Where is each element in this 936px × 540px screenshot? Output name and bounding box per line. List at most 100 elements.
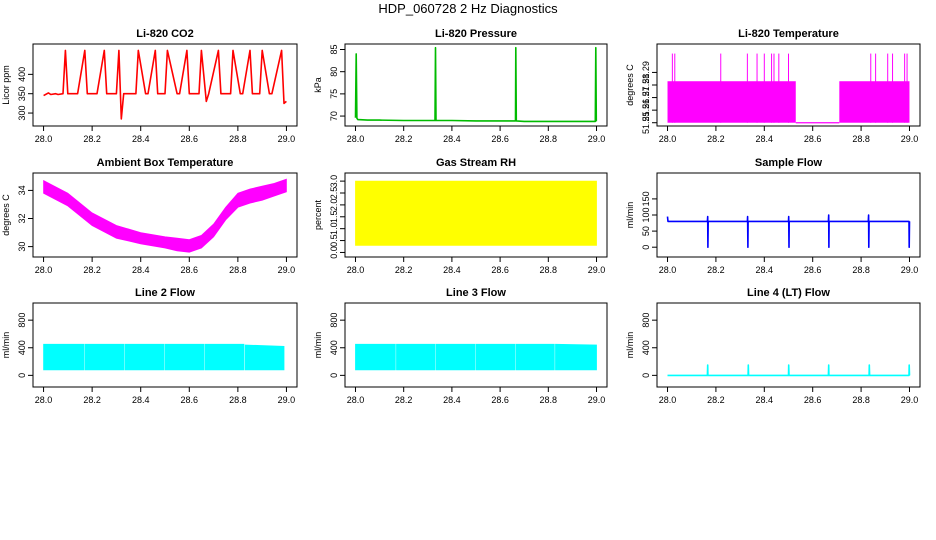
data-band-series-1 xyxy=(355,180,597,246)
panel-2: Li-820 Pressure kPa 28.0 28.2 28.4 28.6 28.8 29… xyxy=(313,28,608,144)
panel-title: Li-820 Temperature xyxy=(738,28,839,40)
x-tick-label: 28.4 xyxy=(132,395,150,405)
x-tick-label: 29.0 xyxy=(278,134,296,144)
data-band-series-1 xyxy=(43,343,84,371)
x-tick-label: 28.6 xyxy=(804,134,822,144)
plot-frame xyxy=(344,172,608,258)
y-axis-label: degrees C xyxy=(1,194,11,236)
x-tick-label: 28.6 xyxy=(804,395,822,405)
y-tick-label: 300 xyxy=(17,106,27,121)
plot-frame xyxy=(656,302,921,388)
panel-7: Line 2 Flow ml/min 28.0 28.2 28.4 28.6 28.8 29.… xyxy=(1,287,298,405)
y-tick-label: 0.0 xyxy=(329,246,339,259)
data-line-series-1 xyxy=(667,364,911,377)
y-tick-label: 0 xyxy=(641,373,651,378)
figure-title: HDP_060728 2 Hz Diagnostics xyxy=(378,1,558,16)
data-band-series-2 xyxy=(84,343,125,371)
y-axis-label: ml/min xyxy=(313,332,323,359)
x-tick-label: 28.4 xyxy=(132,134,150,144)
x-tick-label: 28.0 xyxy=(35,134,53,144)
x-tick-label: 29.0 xyxy=(901,265,919,275)
y-tick-label: 400 xyxy=(329,340,339,355)
y-tick-label: 0 xyxy=(17,373,27,378)
x-tick-label: 28.4 xyxy=(132,265,150,275)
x-tick-label: 28.8 xyxy=(540,395,558,405)
panel-1: Li-820 CO2 Licor ppm 28.0 28.2 28.4 28.6 28.8 2… xyxy=(1,28,298,144)
x-tick-label: 28.4 xyxy=(756,134,774,144)
x-tick-label: 28.6 xyxy=(804,265,822,275)
y-tick-label: 2.5 xyxy=(329,187,339,200)
y-axis-label: ml/min xyxy=(625,332,635,359)
panel-5: Gas Stream RH percent 28.0 28.2 28.4 28.6 28.8… xyxy=(313,157,608,275)
x-tick-label: 29.0 xyxy=(278,265,296,275)
x-tick-label: 29.0 xyxy=(588,395,606,405)
x-tick-label: 28.8 xyxy=(540,265,558,275)
data-line-series-1 xyxy=(43,49,287,120)
y-tick-label: 800 xyxy=(329,313,339,328)
x-tick-label: 28.4 xyxy=(443,265,461,275)
y-tick-label: 800 xyxy=(17,313,27,328)
y-tick-label: 400 xyxy=(641,340,651,355)
x-tick-label: 28.4 xyxy=(443,134,461,144)
y-tick-label: 0 xyxy=(641,245,651,250)
y-tick-label: 85 xyxy=(329,44,339,54)
y-tick-label: 0.5 xyxy=(329,234,339,247)
data-layer xyxy=(43,178,287,253)
y-axis-label: degrees C xyxy=(625,64,635,106)
data-band-series-1 xyxy=(43,178,287,253)
x-tick-label: 28.0 xyxy=(659,265,677,275)
y-tick-label: 1.5 xyxy=(329,211,339,224)
x-tick-label: 28.2 xyxy=(83,134,101,144)
y-tick-label: 80 xyxy=(329,67,339,77)
data-band-series-3 xyxy=(435,343,476,371)
panel-4: Ambient Box Temperature degrees C 28.0 28.2… xyxy=(1,157,298,275)
x-tick-label: 28.2 xyxy=(395,265,413,275)
data-band-series-5 xyxy=(515,343,555,371)
x-tick-label: 28.2 xyxy=(83,395,101,405)
x-tick-label: 28.0 xyxy=(659,395,677,405)
y-tick-label: 2.0 xyxy=(329,199,339,212)
x-tick-label: 28.0 xyxy=(35,395,53,405)
x-tick-label: 28.8 xyxy=(852,395,870,405)
panel-9: Line 4 (LT) Flow ml/min 28.0 28.2 28.4 28.6 28… xyxy=(625,287,921,405)
y-tick-label: 3.0 xyxy=(329,175,339,188)
x-tick-label: 28.6 xyxy=(491,134,509,144)
y-tick-label: 100 xyxy=(641,207,651,222)
y-tick-label: 32 xyxy=(17,214,27,224)
data-band-series-4 xyxy=(475,343,515,371)
panel-6: Sample Flow ml/min 28.0 28.2 28.4 28.6 28.8 29.… xyxy=(625,157,921,275)
y-tick-label: 34 xyxy=(17,185,27,195)
data-layer xyxy=(667,364,911,377)
y-tick-label: 51.26 xyxy=(641,99,651,122)
x-tick-label: 28.8 xyxy=(229,134,247,144)
x-tick-label: 28.2 xyxy=(707,134,725,144)
data-band-series-1 xyxy=(355,343,396,371)
y-tick-label: 30 xyxy=(17,242,27,252)
panel-8: Line 3 Flow ml/min 28.0 28.2 28.4 28.6 28.8 29.… xyxy=(313,287,608,405)
x-tick-label: 29.0 xyxy=(588,265,606,275)
x-tick-label: 28.0 xyxy=(659,134,677,144)
plot-frame xyxy=(32,302,298,388)
plot-frame xyxy=(32,43,298,127)
y-tick-label: 75 xyxy=(329,89,339,99)
data-layer xyxy=(355,180,597,246)
x-tick-label: 28.2 xyxy=(395,395,413,405)
x-tick-label: 28.8 xyxy=(852,265,870,275)
panel-title: Li-820 CO2 xyxy=(136,28,193,40)
data-layer xyxy=(43,343,285,371)
y-axis-label: kPa xyxy=(313,77,323,93)
panel-title: Ambient Box Temperature xyxy=(97,157,234,169)
y-tick-label: 51.29 xyxy=(641,61,651,84)
data-layer xyxy=(354,46,598,123)
y-tick-label: 51.25 xyxy=(641,111,651,134)
data-band xyxy=(839,81,910,123)
plot-frame xyxy=(344,43,608,127)
x-tick-label: 28.2 xyxy=(707,265,725,275)
x-tick-label: 28.8 xyxy=(852,134,870,144)
panel-title: Li-820 Pressure xyxy=(435,28,517,40)
data-layer xyxy=(355,343,597,371)
data-band-series-6 xyxy=(244,344,285,371)
x-tick-label: 28.0 xyxy=(347,395,365,405)
x-tick-label: 28.2 xyxy=(83,265,101,275)
